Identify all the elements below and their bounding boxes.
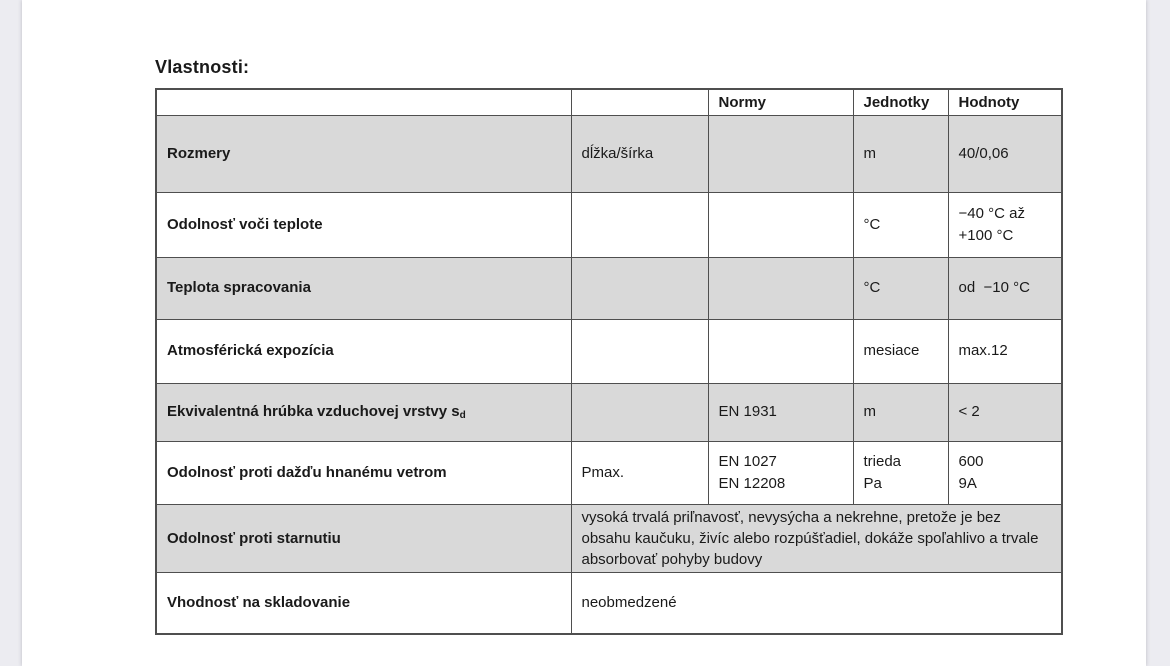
column-header-blank-2	[570, 88, 709, 116]
document-page: Vlastnosti: Normy Jednotky Hodnoty	[22, 0, 1146, 666]
cell-norm: EN 1027 EN 12208	[707, 440, 854, 505]
cell-param: dĺžka/šírka	[570, 114, 709, 193]
cell-value: od −10 °C	[947, 256, 1063, 320]
cell-label-subscript: d	[459, 410, 466, 422]
cell-label: Atmosférická expozícia	[155, 318, 572, 384]
cell-unit: trieda Pa	[852, 440, 949, 505]
cell-label: Odolnosť proti dažďu hnanému vetrom	[155, 440, 572, 505]
cell-norm	[707, 191, 854, 258]
table-row: Odolnosť proti dažďu hnanému vetrom Pmax…	[155, 440, 1063, 505]
cell-label: Ekvivalentná hrúbka vzduchovej vrstvy sd	[155, 382, 572, 442]
table-row: Rozmery dĺžka/šírka m 40/0,06	[155, 114, 1063, 193]
table-row: Teplota spracovania °C od −10 °C	[155, 256, 1063, 320]
cell-unit: m	[852, 114, 949, 193]
cell-value: max.12	[947, 318, 1063, 384]
cell-label: Odolnosť proti starnutiu	[155, 503, 572, 574]
cell-unit: mesiace	[852, 318, 949, 384]
cell-label: Vhodnosť na skladovanie	[155, 572, 572, 635]
table-row: Ekvivalentná hrúbka vzduchovej vrstvy sd…	[155, 382, 1063, 442]
cell-norm: EN 1931	[707, 382, 854, 442]
table-row: Atmosférická expozícia mesiace max.12	[155, 318, 1063, 384]
section-title: Vlastnosti:	[155, 57, 250, 77]
column-header-normy: Normy	[707, 88, 854, 116]
properties-table: Normy Jednotky Hodnoty Rozmery dĺžka/šír…	[155, 88, 1063, 635]
cell-value: −40 °C až +100 °C	[947, 191, 1063, 258]
column-header-jednotky: Jednotky	[852, 88, 949, 116]
cell-param	[570, 318, 709, 384]
cell-label: Teplota spracovania	[155, 256, 572, 320]
cell-unit: °C	[852, 191, 949, 258]
cell-param	[570, 256, 709, 320]
cell-label: Odolnosť voči teplote	[155, 191, 572, 258]
cell-unit: °C	[852, 256, 949, 320]
table-row: Vhodnosť na skladovanie neobmedzené	[155, 572, 1063, 635]
page-content: Vlastnosti: Normy Jednotky Hodnoty	[155, 57, 1063, 635]
table-row: Odolnosť proti starnutiu vysoká trvalá p…	[155, 503, 1063, 574]
cell-value: 600 9A	[947, 440, 1063, 505]
cell-param: Pmax.	[570, 440, 709, 505]
cell-norm	[707, 256, 854, 320]
cell-label-text: Ekvivalentná hrúbka vzduchovej vrstvy s	[167, 403, 460, 421]
cell-param	[570, 382, 709, 442]
cell-norm	[707, 318, 854, 384]
column-header-hodnoty: Hodnoty	[947, 88, 1063, 116]
cell-unit: m	[852, 382, 949, 442]
cell-value: < 2	[947, 382, 1063, 442]
column-header-blank-1	[155, 88, 572, 116]
cell-value: 40/0,06	[947, 114, 1063, 193]
cell-merged-description: vysoká trvalá priľnavosť, nevysýcha a ne…	[570, 503, 1063, 574]
cell-norm	[707, 114, 854, 193]
header-row: Normy Jednotky Hodnoty	[155, 88, 1063, 116]
cell-param	[570, 191, 709, 258]
table-row: Odolnosť voči teplote °C −40 °C až +100 …	[155, 191, 1063, 258]
cell-merged-description: neobmedzené	[570, 572, 1063, 635]
cell-label: Rozmery	[155, 114, 572, 193]
